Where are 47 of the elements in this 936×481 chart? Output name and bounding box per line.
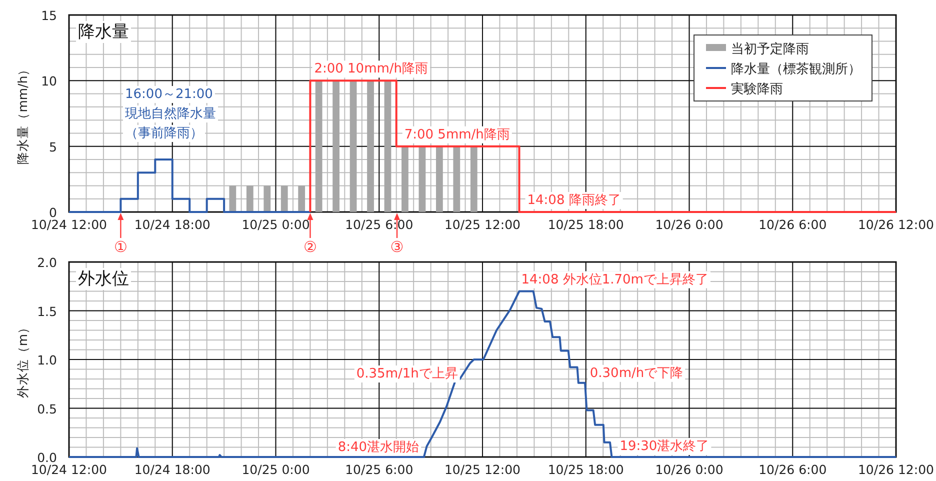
annotation: 14:08 外水位1.70mで上昇終了 [521, 272, 708, 288]
legend-label: 当初予定降雨 [731, 42, 809, 57]
annotation: 2:00 10mm/h降雨 [314, 62, 428, 77]
x-tick-label: 10/25 6:00 [345, 462, 414, 477]
y-tick-label: 1.5 [37, 304, 57, 319]
annotation: 7:00 5mm/h降雨 [404, 127, 510, 142]
x-tick-label: 10/24 18:00 [134, 217, 210, 232]
annotation: 現地自然降水量 [125, 106, 216, 122]
text: 降水量 [78, 22, 129, 42]
annotation: 19:30湛水終了 [620, 439, 710, 454]
y-tick-label: 1.0 [37, 352, 58, 368]
annotation: 8:40湛水開始 [338, 440, 420, 455]
y-tick-label: 10 [41, 74, 58, 89]
y-tick-label: 0 [49, 205, 58, 220]
annotation: ① [114, 238, 128, 256]
y-tick-label: 15 [41, 8, 57, 23]
legend-label: 降水量（標茶観測所） [731, 62, 861, 77]
x-tick-label: 10/25 18:00 [548, 217, 624, 232]
x-tick-label: 10/24 12:00 [30, 217, 108, 232]
x-tick-label: 10/26 0:00 [655, 462, 724, 477]
y-tick-label: 5 [49, 139, 57, 154]
x-tick-label: 10/26 0:00 [655, 217, 724, 232]
x-tick-label: 10/25 18:00 [548, 462, 624, 477]
x-tick-label: 10/26 6:00 [758, 462, 827, 477]
annotation: 14:08 降雨終了 [527, 193, 621, 208]
x-tick-label: 10/25 12:00 [444, 462, 521, 477]
x-tick-label: 10/26 12:00 [858, 217, 934, 232]
annotation: 16:00～21:00 [125, 87, 213, 102]
y-axis-title: 降水量（mm/h） [15, 62, 30, 164]
y-tick-label: 0.0 [37, 450, 58, 465]
x-tick-label: 10/25 0:00 [242, 462, 310, 477]
x-tick-label: 10/25 0:00 [242, 217, 310, 232]
y-tick-label: 2.0 [37, 255, 58, 270]
x-tick-label: 10/26 12:00 [858, 462, 934, 477]
y-axis-title: 外水位（m） [15, 320, 30, 398]
x-tick-label: 10/24 12:00 [30, 462, 108, 477]
text: ③ [390, 238, 404, 256]
x-tick-label: 10/24 18:00 [134, 462, 210, 477]
annotation: 0.35m/1hで上昇 [356, 366, 458, 382]
y-tick-label: 0.5 [37, 401, 57, 416]
chart-title: 外水位 [78, 269, 129, 289]
legend-label: 実験降雨 [731, 81, 783, 97]
x-tick-label: 10/26 6:00 [758, 217, 827, 232]
annotation: 0.30m/hで下降 [590, 366, 684, 381]
x-tick-label: 10/25 12:00 [444, 217, 521, 232]
annotation: ② [303, 238, 317, 256]
annotation: （事前降雨） [125, 126, 203, 141]
